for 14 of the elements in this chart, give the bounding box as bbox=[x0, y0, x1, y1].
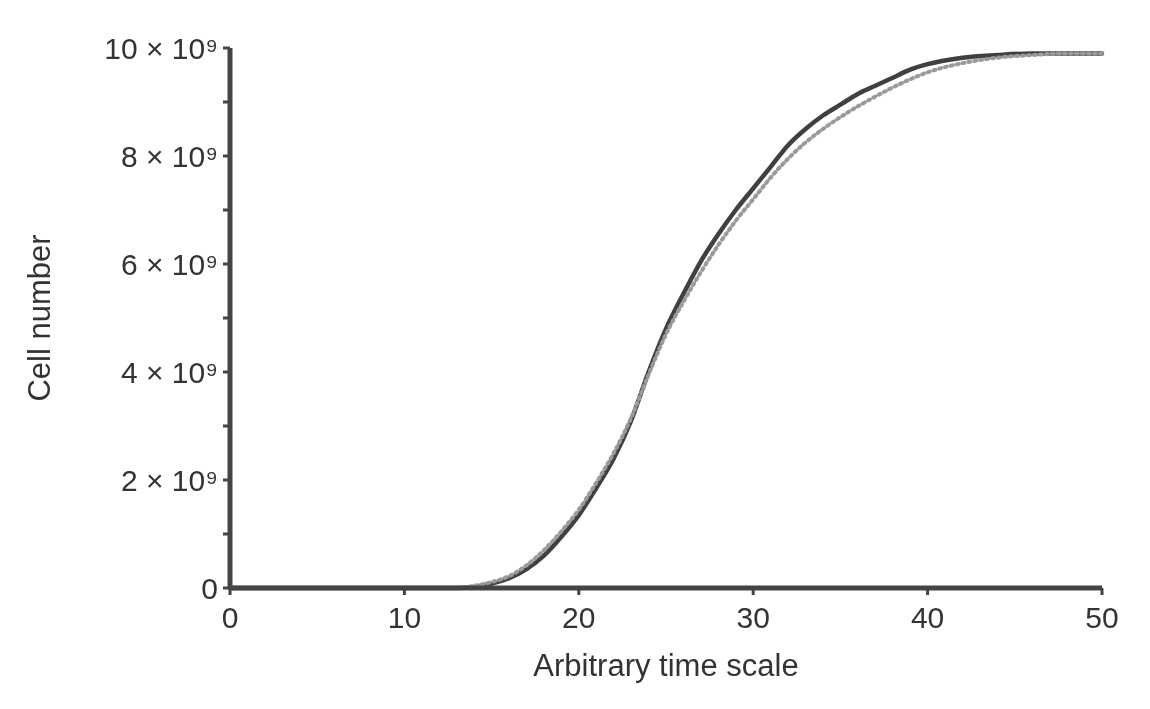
y-tick-label: 8 × 10⁹ bbox=[120, 139, 218, 173]
x-tick-label: 40 bbox=[910, 601, 945, 634]
x-axis-title: Arbitrary time scale bbox=[533, 648, 799, 683]
y-tick-label: 6 × 10⁹ bbox=[120, 247, 218, 281]
x-tick-label: 20 bbox=[562, 601, 596, 634]
x-tick-label: 50 bbox=[1085, 601, 1119, 634]
y-axis-title: Cell number bbox=[22, 234, 57, 402]
x-tick-label: 10 bbox=[387, 601, 422, 634]
x-tick-label: 30 bbox=[736, 601, 770, 634]
x-tick-label: 0 bbox=[221, 601, 239, 634]
y-tick-label: 10 × 10⁹ bbox=[104, 31, 218, 65]
y-tick-label: 2 × 10⁹ bbox=[120, 463, 218, 497]
y-tick-label: 0 bbox=[201, 571, 218, 605]
y-tick-label: 4 × 10⁹ bbox=[120, 355, 218, 389]
